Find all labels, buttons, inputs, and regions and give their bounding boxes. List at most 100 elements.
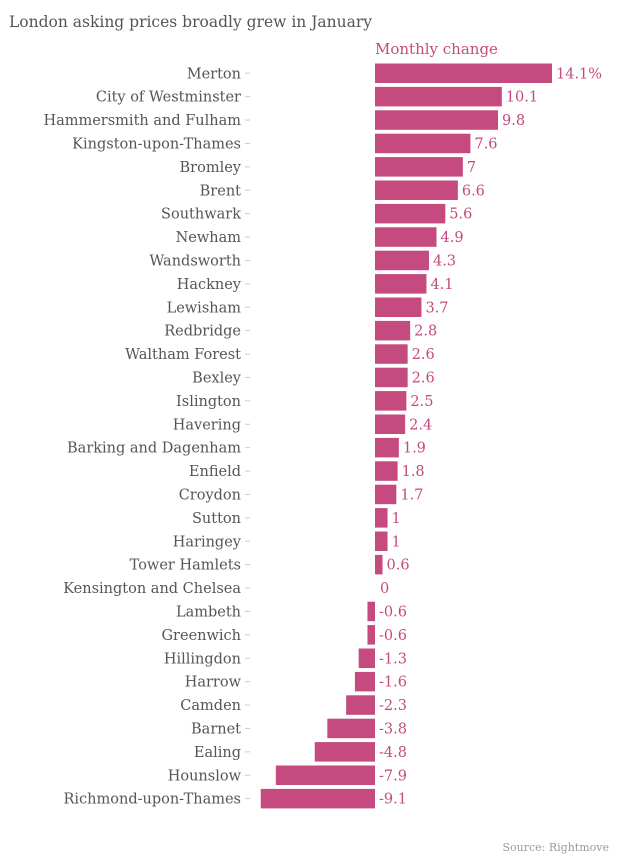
category-label: Brent [200, 183, 242, 199]
value-label: -7.9 [379, 768, 407, 784]
value-label: 2.6 [412, 347, 435, 363]
chart-row: Kensington and Chelsea 0 [63, 581, 389, 597]
value-label: -9.1 [379, 792, 407, 808]
bar [375, 297, 422, 317]
chart-row: Southwark 5.6 [161, 203, 472, 224]
value-label: -4.8 [379, 745, 407, 761]
bar [375, 274, 427, 294]
bar [327, 718, 375, 739]
chart-row: Bexley 2.6 [192, 367, 435, 388]
category-label: Merton [187, 66, 241, 82]
value-label: 14.1% [556, 66, 602, 82]
value-label: -0.6 [379, 604, 407, 620]
chart-row: Hackney 4.1 [177, 274, 454, 294]
category-label: Kingston-upon-Thames [72, 136, 241, 152]
chart-row: Hillingdon -1.3 [164, 648, 407, 668]
category-label: Hounslow [168, 768, 242, 784]
category-label: Croydon [179, 487, 241, 503]
chart-row: Enfield 1.8 [189, 461, 425, 481]
bar [358, 648, 375, 668]
value-label: 4.3 [433, 253, 456, 269]
value-label: 4.9 [441, 230, 464, 246]
value-label: 1.7 [400, 487, 423, 503]
chart-row: Sutton 1 [192, 508, 401, 528]
bar [375, 531, 388, 551]
value-label: 0.6 [387, 558, 410, 574]
chart-row: Bromley 7 [180, 157, 476, 177]
category-label: Newham [176, 230, 242, 246]
chart-row: Brent 6.6 [200, 180, 485, 200]
category-label: Lambeth [176, 604, 241, 620]
bar [375, 180, 458, 200]
bar [367, 601, 375, 622]
chart-row: Greenwich -0.6 [161, 625, 407, 645]
bar [346, 695, 375, 715]
category-label: Redbridge [164, 324, 241, 340]
chart-row: Hounslow -7.9 [168, 765, 407, 785]
chart-row: Haringey 1 [173, 531, 401, 551]
chart-row: Barking and Dagenham 1.9 [67, 437, 426, 458]
value-label: -1.6 [379, 675, 407, 691]
chart-row: Lambeth -0.6 [176, 601, 407, 622]
value-label: 1 [392, 534, 401, 550]
category-label: Wandsworth [149, 253, 241, 269]
chart-rows: Merton 14.1% City of Westminster 10.1 Hammer… [43, 63, 602, 809]
chart-row: Lewisham 3.7 [167, 297, 449, 317]
chart-row: Tower Hamlets 0.6 [130, 554, 410, 575]
value-label: -0.6 [379, 628, 407, 644]
bar [260, 788, 375, 809]
value-label: 9.8 [502, 113, 525, 129]
chart-row: Camden -2.3 [180, 695, 407, 715]
chart-row: Merton 14.1% [187, 63, 602, 83]
value-label: -3.8 [379, 721, 407, 737]
bar [375, 437, 399, 458]
category-label: Hillingdon [164, 651, 241, 667]
value-label: 7 [467, 160, 476, 176]
value-label: 2.5 [410, 394, 433, 410]
chart-row: Barnet -3.8 [191, 718, 407, 739]
value-label: -1.3 [379, 651, 407, 667]
chart-row: Redbridge 2.8 [164, 320, 437, 341]
category-label: Camden [180, 698, 241, 714]
category-label: Kensington and Chelsea [63, 581, 241, 597]
category-label: City of Westminster [96, 90, 241, 106]
category-label: Bromley [180, 160, 242, 176]
bar [375, 391, 407, 411]
category-label: Enfield [189, 464, 241, 480]
category-label: Richmond-upon-Thames [63, 792, 241, 808]
chart-row: Harrow -1.6 [185, 671, 407, 692]
chart-row: Havering 2.4 [173, 414, 432, 434]
category-label: Hammersmith and Fulham [43, 113, 241, 129]
value-label: 0 [380, 581, 389, 597]
bar [375, 157, 463, 177]
category-label: Tower Hamlets [130, 558, 241, 574]
bar [375, 227, 437, 247]
value-label: 3.7 [425, 300, 448, 316]
value-label: 2.4 [409, 417, 432, 433]
bar [375, 86, 502, 107]
bar [375, 508, 388, 528]
category-label: Bexley [192, 370, 242, 386]
bar [375, 110, 499, 130]
chart-row: Waltham Forest 2.6 [125, 344, 435, 364]
category-label: Islington [176, 394, 241, 410]
chart-row: City of Westminster 10.1 [96, 86, 538, 107]
chart-row: Richmond-upon-Thames -9.1 [63, 788, 407, 809]
chart-row: Hammersmith and Fulham 9.8 [43, 110, 525, 130]
chart-row: Croydon 1.7 [179, 484, 423, 505]
category-label: Ealing [194, 745, 241, 761]
category-label: Sutton [192, 511, 241, 527]
bar [375, 484, 397, 505]
value-label: 4.1 [430, 277, 453, 293]
bar [375, 320, 411, 341]
category-label: Harrow [185, 675, 242, 691]
category-label: Southwark [161, 207, 241, 223]
bar [375, 203, 446, 224]
value-label: 7.6 [474, 136, 497, 152]
category-label: Havering [173, 417, 241, 433]
bar [375, 414, 406, 434]
chart-title: London asking prices broadly grew in Jan… [9, 13, 372, 31]
chart-row: Newham 4.9 [176, 227, 464, 247]
chart-row: Islington 2.5 [176, 391, 433, 411]
bar [375, 250, 429, 271]
